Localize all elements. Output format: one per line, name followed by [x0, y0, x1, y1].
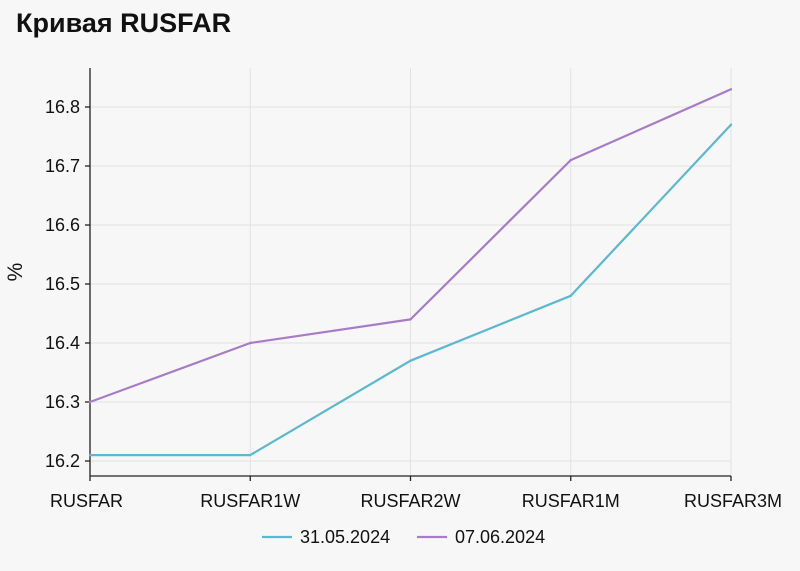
- data-point: [569, 158, 572, 162]
- series-lines: [88, 88, 733, 457]
- data-point: [729, 123, 733, 126]
- grid-lines: [90, 68, 732, 476]
- y-tick-label: 16.8: [45, 97, 80, 117]
- axes: [85, 68, 732, 481]
- data-point: [409, 359, 412, 362]
- legend-label: 07.06.2024: [455, 527, 545, 547]
- data-point: [569, 294, 572, 297]
- data-point: [249, 453, 252, 457]
- chart-title: Кривая RUSFAR: [16, 8, 232, 38]
- data-point: [409, 318, 412, 321]
- x-tick-label: RUSFAR1M: [522, 491, 620, 511]
- data-point: [88, 400, 92, 404]
- x-tick-label: RUSFAR3M: [684, 491, 782, 511]
- y-tick-label: 16.4: [45, 333, 80, 353]
- legend-label: 31.05.2024: [300, 527, 390, 547]
- y-tick-label: 16.2: [45, 451, 80, 471]
- data-point: [729, 88, 733, 91]
- y-tick-labels: 16.2 16.3 16.4 16.5 16.6 16.7 16.8: [45, 97, 80, 471]
- data-point: [249, 341, 252, 345]
- data-point: [88, 453, 92, 457]
- y-tick-label: 16.5: [45, 274, 80, 294]
- legend: 31.05.2024 07.06.2024: [262, 527, 545, 547]
- x-tick-label: RUSFAR2W: [360, 491, 460, 511]
- x-tick-label: RUSFAR: [50, 491, 123, 511]
- x-tick-label: RUSFAR1W: [200, 491, 300, 511]
- y-axis-label: %: [4, 263, 27, 282]
- y-tick-label: 16.7: [45, 156, 80, 176]
- y-tick-label: 16.3: [45, 392, 80, 412]
- x-tick-labels: RUSFAR RUSFAR1W RUSFAR2W RUSFAR1M RUSFAR3M: [50, 491, 782, 511]
- y-tick-label: 16.6: [45, 215, 80, 235]
